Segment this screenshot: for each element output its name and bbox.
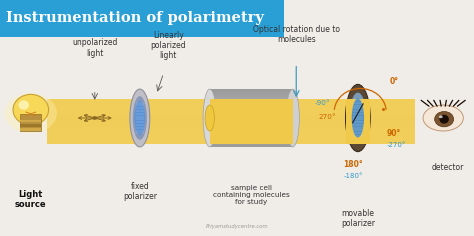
FancyBboxPatch shape (210, 112, 292, 114)
FancyBboxPatch shape (47, 110, 415, 116)
Text: Instrumentation of polarimetry: Instrumentation of polarimetry (6, 11, 264, 25)
Ellipse shape (346, 84, 370, 152)
Text: 0°: 0° (390, 77, 399, 86)
Ellipse shape (439, 115, 443, 118)
Ellipse shape (423, 105, 463, 131)
FancyBboxPatch shape (47, 127, 415, 133)
Ellipse shape (5, 93, 57, 133)
FancyBboxPatch shape (210, 116, 292, 118)
FancyBboxPatch shape (47, 127, 415, 133)
Text: Light
source: Light source (15, 190, 46, 209)
FancyBboxPatch shape (47, 122, 415, 127)
Ellipse shape (205, 105, 214, 131)
Ellipse shape (13, 94, 49, 125)
FancyBboxPatch shape (210, 128, 292, 130)
FancyBboxPatch shape (210, 110, 292, 112)
Text: sample cell
containing molecules
for study: sample cell containing molecules for stu… (213, 185, 290, 205)
FancyBboxPatch shape (210, 120, 292, 122)
Ellipse shape (352, 99, 364, 137)
FancyBboxPatch shape (47, 99, 415, 105)
FancyBboxPatch shape (47, 110, 415, 116)
FancyBboxPatch shape (47, 133, 415, 138)
FancyBboxPatch shape (210, 89, 292, 91)
FancyBboxPatch shape (210, 143, 292, 145)
FancyBboxPatch shape (210, 114, 292, 116)
Text: Optical rotation due to
molecules: Optical rotation due to molecules (253, 25, 340, 44)
Text: Linearly
polarized
light: Linearly polarized light (150, 31, 186, 60)
FancyBboxPatch shape (0, 0, 284, 37)
Text: -90°: -90° (315, 100, 330, 106)
FancyBboxPatch shape (210, 108, 292, 110)
FancyBboxPatch shape (210, 126, 292, 128)
Text: fixed
polarizer: fixed polarizer (123, 182, 157, 201)
FancyBboxPatch shape (210, 124, 292, 126)
FancyBboxPatch shape (210, 141, 292, 143)
FancyBboxPatch shape (210, 137, 292, 139)
Ellipse shape (18, 100, 29, 110)
FancyBboxPatch shape (210, 99, 292, 101)
FancyBboxPatch shape (210, 99, 292, 144)
Text: 180°: 180° (343, 160, 363, 169)
FancyBboxPatch shape (210, 105, 292, 106)
FancyBboxPatch shape (47, 138, 415, 144)
FancyBboxPatch shape (210, 131, 292, 133)
Ellipse shape (439, 115, 449, 124)
FancyBboxPatch shape (47, 105, 415, 110)
Text: -180°: -180° (343, 173, 363, 179)
FancyBboxPatch shape (210, 130, 292, 131)
FancyBboxPatch shape (210, 139, 292, 141)
FancyBboxPatch shape (210, 122, 292, 124)
Text: movable
polarizer: movable polarizer (341, 209, 375, 228)
FancyBboxPatch shape (210, 106, 292, 108)
FancyBboxPatch shape (210, 118, 292, 120)
Text: unpolarized
light: unpolarized light (72, 38, 118, 58)
FancyBboxPatch shape (210, 145, 292, 147)
FancyBboxPatch shape (210, 135, 292, 137)
FancyBboxPatch shape (210, 97, 292, 99)
Text: -270°: -270° (386, 142, 406, 148)
Text: detector: detector (432, 163, 464, 172)
Text: 90°: 90° (386, 129, 401, 138)
FancyBboxPatch shape (210, 101, 292, 103)
Text: 270°: 270° (319, 114, 337, 120)
Ellipse shape (286, 89, 300, 147)
FancyBboxPatch shape (20, 120, 41, 122)
FancyBboxPatch shape (47, 99, 415, 144)
FancyBboxPatch shape (20, 114, 41, 131)
FancyBboxPatch shape (210, 103, 292, 105)
Ellipse shape (349, 93, 366, 143)
Ellipse shape (435, 111, 454, 127)
Ellipse shape (130, 89, 150, 147)
FancyBboxPatch shape (47, 122, 415, 127)
FancyBboxPatch shape (47, 116, 415, 122)
FancyBboxPatch shape (210, 93, 292, 95)
Ellipse shape (135, 101, 145, 135)
FancyBboxPatch shape (210, 91, 292, 93)
FancyBboxPatch shape (20, 124, 41, 127)
FancyBboxPatch shape (210, 133, 292, 135)
FancyBboxPatch shape (47, 116, 415, 122)
FancyBboxPatch shape (210, 95, 292, 97)
Ellipse shape (133, 96, 147, 140)
FancyBboxPatch shape (20, 128, 41, 131)
Ellipse shape (203, 89, 216, 147)
Text: Priyamstudycentre.com: Priyamstudycentre.com (206, 224, 268, 229)
FancyBboxPatch shape (346, 99, 370, 144)
